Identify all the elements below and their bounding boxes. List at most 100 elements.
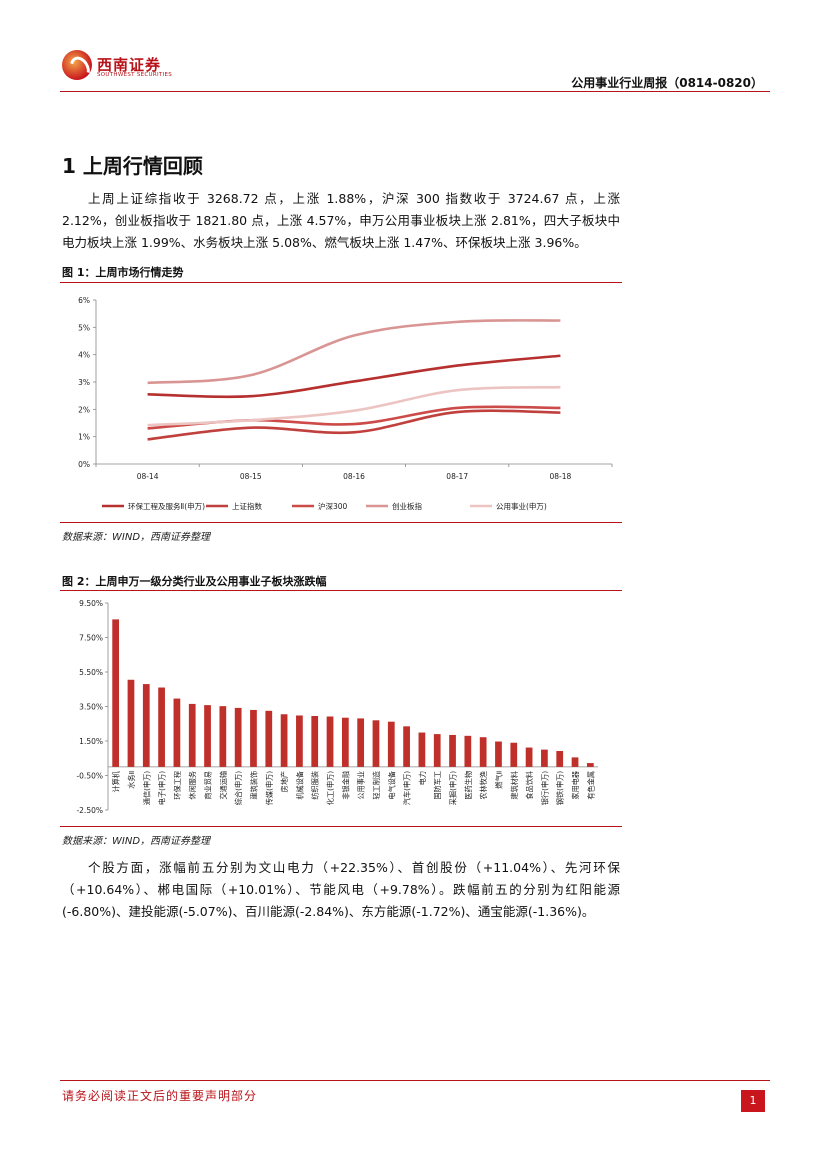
y-tick-label: 5% [78,323,90,332]
category-label: 建筑材料 [510,771,519,800]
bar [449,734,456,767]
report-title: 公用事业行业周报（0814-0820） [571,76,763,90]
legend-label: 环保工程及服务Ⅱ(申万) [128,501,205,511]
category-label: 采掘(申万) [449,771,458,806]
category-label: 汽车(申万) [403,771,412,806]
y-tick-label: 1% [78,433,90,442]
bar [403,726,410,767]
bar [127,679,135,767]
x-tick-label: 08-15 [240,472,262,481]
bar [571,757,579,767]
disclaimer-note: 请务必阅读正文后的重要声明部分 [62,1089,258,1103]
figure-2-bottom-rule [60,826,622,827]
bar [418,732,426,767]
category-label: 电子(申万) [158,771,167,806]
logo-name-en: SOUTHWEST SECURITIES [97,72,173,78]
industry-change-bar-chart: 9.50% 7.50% 5.50% 3.50% 1.50% -0.50% -2.50% 计算机… [76,599,598,815]
x-tick-label: 08-14 [137,472,159,481]
page-number: 1 [741,1090,765,1112]
y-tick-label: 2% [78,405,90,414]
footer-divider [60,1080,770,1081]
section-title: 1 上周行情回顾 [62,154,203,178]
bar [188,703,196,767]
series-line [147,409,561,441]
category-label: 房地产 [280,771,289,793]
y-tick-label: -0.50% [76,772,103,781]
market-review-paragraph: 上周上证综指收于 3268.72 点，上涨 1.88%，沪深 300 指数收于 … [62,191,620,250]
figure-1-title: 图 1：上周市场行情走势 [62,266,184,279]
category-label: 水务Ⅱ [127,771,136,789]
figure-2-top-rule [60,590,622,591]
bar [204,705,211,767]
figure-2-title: 图 2：上周申万一级分类行业及公用事业子板块涨跌幅 [62,575,327,588]
category-label: 休闲服务 [188,771,197,800]
bar [510,742,518,767]
logo-icon [62,50,92,80]
legend-label: 创业板指 [392,501,422,511]
category-label: 银行(申万) [540,771,549,806]
category-label: 纺织服装 [311,771,320,800]
bar [372,720,380,767]
x-tick-label: 08-16 [343,472,365,481]
category-label: 环保工程 [173,771,182,800]
x-tick-label: 08-17 [446,472,468,481]
figure-1-top-rule [60,282,622,283]
bar [326,716,334,767]
legend-label: 沪深300 [318,501,348,511]
bar [525,747,533,767]
bar [280,714,288,767]
figure-2-source: 数据来源：WIND，西南证券整理 [62,836,211,847]
bar [357,718,365,767]
bar [158,687,165,767]
bar [265,710,273,767]
bar [495,741,502,767]
bar [219,706,227,767]
market-trend-line-chart: 0% 1% 2% 3% 4% 5% 6% 08-14 08-15 08-16 08-17 08-18 环… [78,296,613,511]
bar [433,734,441,767]
y-tick-label: 5.50% [79,668,103,677]
y-tick-label: 4% [78,351,90,360]
category-label: 计算机 [112,770,121,792]
y-tick-label: -2.50% [76,806,103,815]
series-line [147,354,561,399]
category-label: 食品饮料 [525,771,534,800]
header-divider [60,91,770,92]
category-label: 农林牧渔 [479,771,488,800]
category-label: 公用事业 [357,771,366,800]
y-tick-label: 7.50% [79,634,103,643]
figure-1-bottom-rule [60,522,622,523]
bar [341,717,349,767]
bar [142,684,150,767]
category-label: 商业贸易 [204,771,213,800]
figure-1-source: 数据来源：WIND，西南证券整理 [62,532,211,543]
category-label: 钢铁(申万) [556,771,565,806]
category-label: 家用电器 [571,771,580,800]
bar [586,763,594,767]
y-tick-label: 6% [78,296,90,305]
category-label: 通信(申万) [142,771,151,806]
x-tick-label: 08-18 [550,472,572,481]
bar [479,737,487,767]
legend-label: 上证指数 [232,501,262,511]
series-line [147,319,561,385]
category-label: 燃气Ⅱ [494,771,503,789]
bar [387,721,395,767]
category-label: 电气设备 [387,771,396,800]
bar [296,715,303,767]
y-tick-label: 9.50% [79,599,103,608]
y-tick-label: 0% [78,460,90,469]
category-label: 传媒(申万) [265,771,274,806]
bar [556,751,564,767]
legend-label: 公用事业(申万) [496,501,547,511]
category-label: 化工(申万) [326,771,335,806]
y-tick-label: 3% [78,378,90,387]
category-label: 机械设备 [295,771,304,800]
stock-movers-paragraph: 个股方面，涨幅前五分别为文山电力（+22.35%）、首创股份（+11.04%）、… [62,860,620,919]
bar [112,619,120,767]
category-label: 国防军工 [433,771,442,800]
bar [311,715,319,767]
category-label: 交通运输 [219,771,228,800]
logo-name-cn: 西南证券 [97,56,162,74]
y-tick-label: 3.50% [79,703,103,712]
category-label: 轻工制造 [372,771,381,800]
